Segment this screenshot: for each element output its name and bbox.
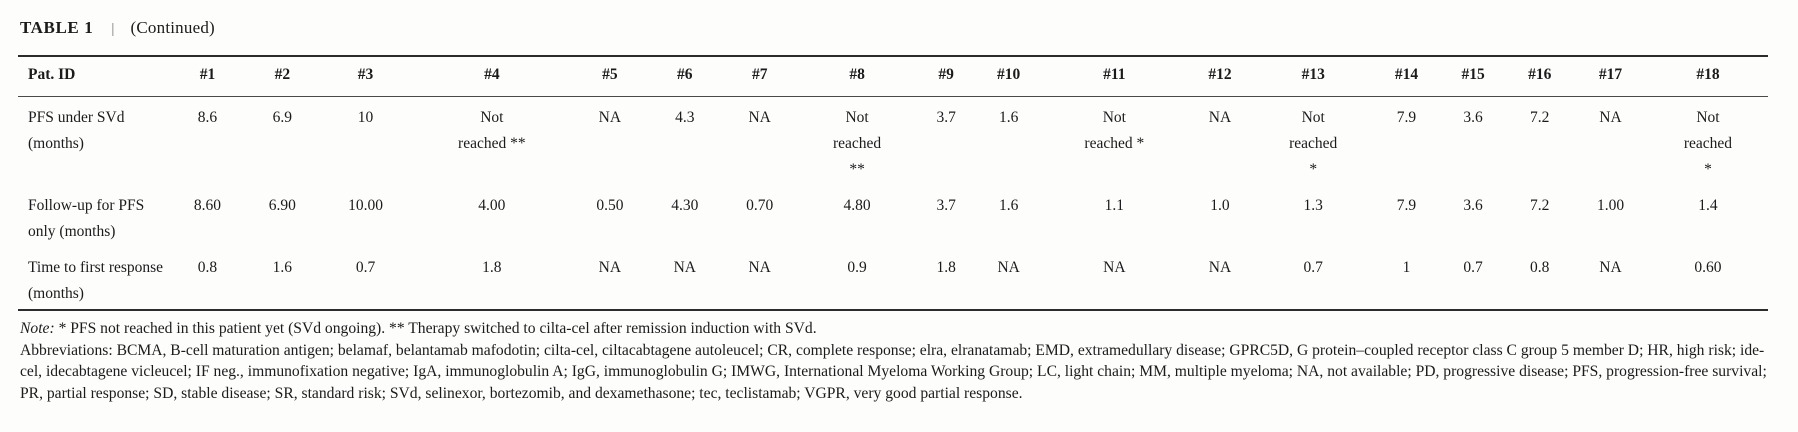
data-cell: 10.00 [348, 197, 383, 214]
data-cell: 0.7 [1303, 259, 1323, 276]
data-cell: NA [1208, 109, 1232, 126]
data-cell: 1.8 [936, 259, 956, 276]
data-cell: 4.3 [675, 109, 695, 126]
column-header-16: #16 [1506, 56, 1574, 97]
column-header-1: #1 [170, 56, 245, 97]
table-caption: TABLE 1 | (Continued) [18, 12, 1770, 55]
table-header-row: Pat. ID #1 #2 #3 #4 #5 #6 #7 #8 #9 #10 #… [18, 56, 1768, 97]
column-header-7: #7 [722, 56, 798, 97]
data-cell: NA [748, 109, 771, 126]
data-cell: 1.3 [1303, 197, 1323, 214]
column-header-15: #15 [1439, 56, 1507, 97]
data-cell: 7.2 [1530, 197, 1550, 214]
table-row-time-to-first-response: Time to first response (months) 0.8 1.6 … [18, 247, 1768, 310]
table-row-pfs-under-svd: PFS under SVd (months) 8.6 6.9 10 Not re… [18, 97, 1768, 186]
data-cell: 0.9 [847, 259, 867, 276]
data-cell: 7.9 [1396, 109, 1417, 126]
data-cell: NA [1103, 259, 1126, 276]
data-cell: 0.50 [596, 197, 624, 214]
table-caption-continued: (Continued) [130, 18, 215, 37]
data-cell: 1.0 [1210, 197, 1230, 214]
note-label: Note: [20, 320, 55, 337]
abbreviations-paragraph: Abbreviations: BCMA, B-cell maturation a… [20, 341, 1767, 402]
data-cell: 3.6 [1463, 197, 1483, 214]
column-header-3: #3 [319, 56, 412, 97]
data-cell: 3.7 [936, 197, 956, 214]
column-header-13: #13 [1253, 56, 1374, 97]
row-label: Follow-up for PFS only (months) [28, 197, 145, 240]
data-cell: 7.2 [1530, 109, 1550, 126]
data-cell: 1.4 [1698, 197, 1718, 214]
column-header-12: #12 [1186, 56, 1254, 97]
data-cell: Not reached * [1683, 109, 1733, 178]
data-cell: 0.70 [746, 197, 774, 214]
data-cell: NA [673, 259, 696, 276]
data-cell: 0.8 [197, 259, 218, 276]
row-label: Time to first response (months) [28, 259, 164, 302]
data-cell: 3.6 [1463, 109, 1483, 126]
table-caption-label: TABLE 1 [20, 18, 94, 37]
data-cell: 0.60 [1694, 259, 1722, 276]
data-cell: 1.8 [482, 259, 502, 276]
table-caption-separator: | [111, 21, 115, 37]
data-cell: 0.8 [1530, 259, 1550, 276]
data-cell: NA [997, 259, 1020, 276]
column-header-pat-id: Pat. ID [18, 56, 170, 97]
data-cell: 3.7 [936, 109, 956, 126]
paper-table-section: TABLE 1 | (Continued) Pat. ID #1 #2 #3 #4 … [18, 12, 1770, 404]
table-row-follow-up-pfs: Follow-up for PFS only (months) 8.60 6.9… [18, 185, 1768, 247]
column-header-10: #10 [975, 56, 1042, 97]
data-cell: 10 [357, 109, 374, 126]
data-cell: 8.60 [193, 197, 222, 214]
data-cell: NA [748, 259, 771, 276]
data-cell: NA [1599, 109, 1622, 126]
column-header-9: #9 [916, 56, 976, 97]
data-cell: 6.9 [272, 109, 293, 126]
data-cell: 1.6 [272, 259, 293, 276]
row-label: PFS under SVd (months) [28, 109, 125, 152]
data-cell: 8.6 [197, 109, 218, 126]
data-cell: Not reached * [1084, 109, 1145, 152]
data-cell: 1.6 [998, 109, 1019, 126]
column-header-6: #6 [647, 56, 723, 97]
patient-data-table: Pat. ID #1 #2 #3 #4 #5 #6 #7 #8 #9 #10 #… [18, 55, 1768, 311]
data-cell: 1.1 [1104, 197, 1124, 214]
data-cell: 0.7 [355, 259, 376, 276]
column-header-18: #18 [1647, 56, 1768, 97]
note-body: * PFS not reached in this patient yet (S… [58, 320, 817, 337]
column-header-17: #17 [1573, 56, 1648, 97]
data-cell: 4.00 [478, 197, 506, 214]
table-footnotes: Note: * PFS not reached in this patient … [18, 311, 1770, 404]
data-cell: 4.30 [671, 197, 699, 214]
column-header-4: #4 [411, 56, 573, 97]
data-cell: 4.80 [843, 197, 871, 214]
data-cell: 1.6 [998, 197, 1019, 214]
column-header-8: #8 [797, 56, 917, 97]
data-cell: Not reached * [1289, 109, 1338, 178]
data-cell: NA [598, 109, 622, 126]
data-cell: Not reached ** [832, 109, 882, 178]
column-header-5: #5 [572, 56, 648, 97]
data-cell: NA [598, 259, 622, 276]
column-header-14: #14 [1373, 56, 1440, 97]
data-cell: 7.9 [1396, 197, 1417, 214]
column-header-11: #11 [1042, 56, 1187, 97]
data-cell: 1 [1402, 259, 1411, 276]
data-cell: 0.7 [1463, 259, 1483, 276]
data-cell: NA [1599, 259, 1622, 276]
data-cell: 1.00 [1596, 197, 1625, 214]
data-cell: NA [1208, 259, 1232, 276]
column-header-2: #2 [244, 56, 320, 97]
note-line: Note: * PFS not reached in this patient … [20, 318, 1770, 340]
data-cell: 6.90 [268, 197, 296, 214]
data-cell: Not reached ** [458, 109, 526, 152]
